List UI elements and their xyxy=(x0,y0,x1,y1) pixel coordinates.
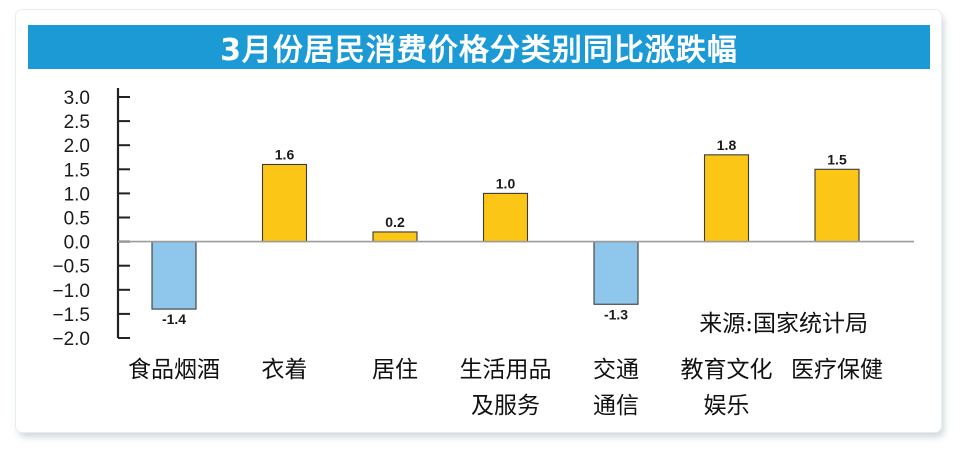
category-label: 娱乐 xyxy=(704,393,750,419)
y-tick-label: 1.0 xyxy=(64,184,90,205)
category-label: 食品烟酒 xyxy=(128,357,220,383)
y-tick-label: −1.0 xyxy=(52,281,90,302)
bar xyxy=(261,163,308,243)
category-label: 医疗保健 xyxy=(791,357,883,383)
value-label: -1.4 xyxy=(162,311,186,327)
chart-card xyxy=(16,10,941,432)
y-tick-label: −2.0 xyxy=(52,329,90,350)
value-label: 1.5 xyxy=(827,151,847,167)
value-labels: -1.4 1.6 0.2 1.0 -1.3 1.8 1.5 xyxy=(162,137,847,327)
y-tick-label: 3.0 xyxy=(64,88,90,109)
value-label: 1.0 xyxy=(496,175,516,191)
category-label: 生活用品 xyxy=(460,357,552,383)
category-label: 居住 xyxy=(372,357,418,383)
y-axis: 3.0 2.5 2.0 1.5 1.0 0.5 0.0 −0.5 −1.0 −1.5 −2.0 xyxy=(52,88,130,350)
category-label: 通信 xyxy=(593,393,639,419)
bar xyxy=(703,154,750,243)
y-tick-label: 1.5 xyxy=(64,160,90,181)
bar xyxy=(151,241,197,310)
bar xyxy=(593,241,639,305)
value-label: -1.3 xyxy=(604,306,628,322)
y-tick-label: −0.5 xyxy=(52,257,90,278)
value-label: 0.2 xyxy=(385,214,405,230)
y-tick-label: −1.5 xyxy=(52,305,90,326)
category-label: 及服务 xyxy=(471,393,540,419)
category-label: 教育文化 xyxy=(681,357,773,383)
value-label: 1.8 xyxy=(717,137,737,153)
bar xyxy=(372,231,418,243)
category-label: 衣着 xyxy=(262,357,308,383)
value-label: 1.6 xyxy=(275,146,295,162)
source-note: 来源:国家统计局 xyxy=(699,311,868,337)
chart-title: 3月份居民消费价格分类别同比涨跌幅 xyxy=(28,25,930,69)
bar xyxy=(814,168,860,243)
bar xyxy=(482,192,529,243)
y-tick-label: 2.0 xyxy=(64,136,90,157)
y-tick-label: 2.5 xyxy=(64,112,90,133)
y-tick-label: 0.5 xyxy=(64,209,90,230)
y-tick-label: 0.0 xyxy=(64,233,90,254)
category-label: 交通 xyxy=(593,357,639,383)
bars xyxy=(151,154,860,310)
